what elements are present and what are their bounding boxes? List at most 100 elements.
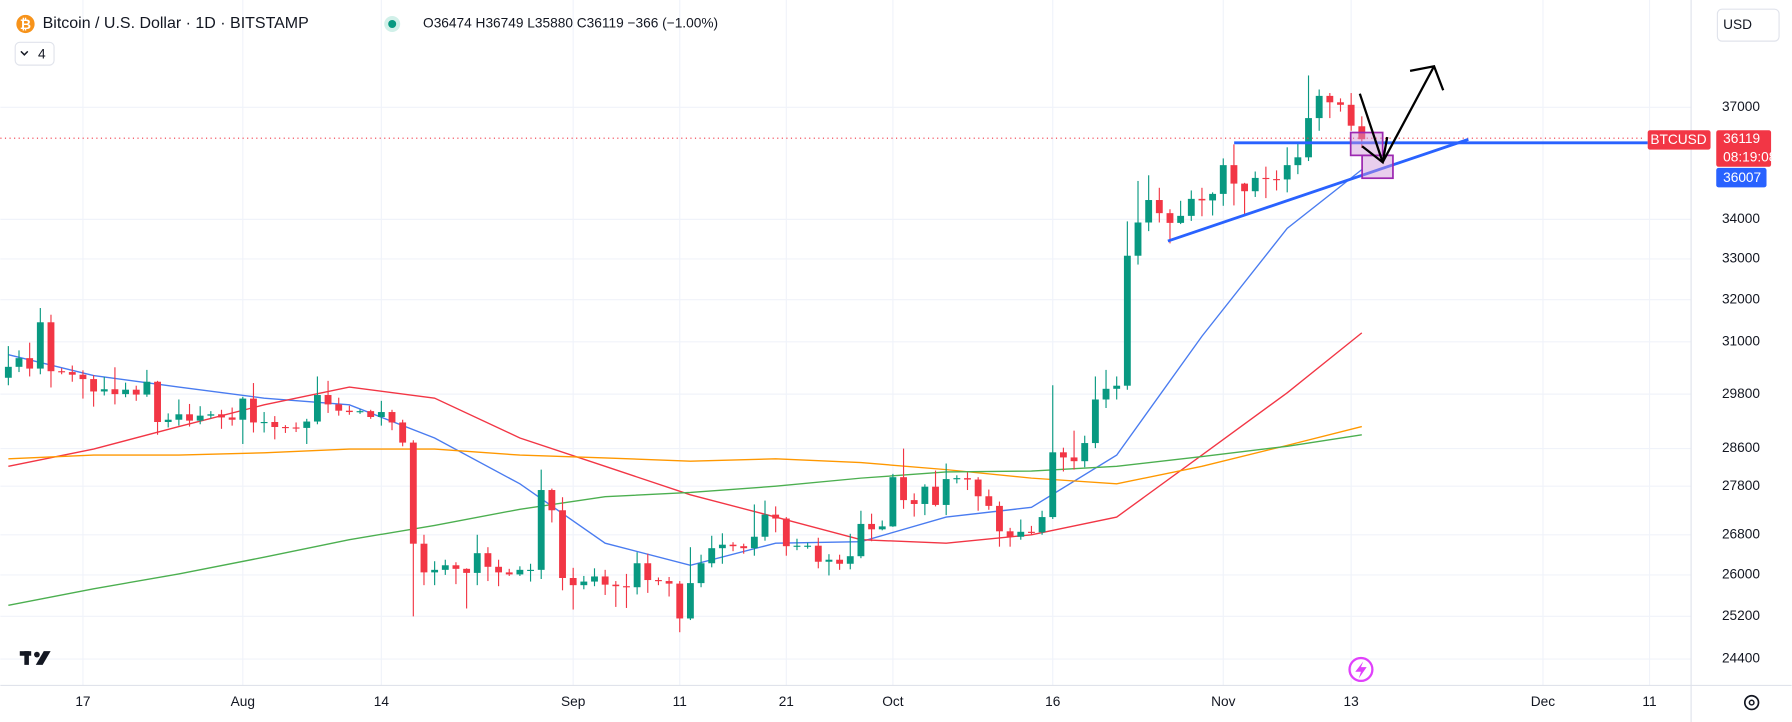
candle-body [985,496,993,506]
y-tick-label: 37000 [1722,99,1760,114]
candle-body [441,565,449,570]
candle-body [761,514,769,537]
candle-body [143,381,151,395]
candle-body [239,398,247,420]
candle-body [516,569,524,575]
candle-body [186,414,193,421]
candle-body [1209,193,1217,201]
candle-body [697,563,705,584]
candle-body [324,395,332,405]
candle-body [505,572,513,575]
candle-body [537,490,545,570]
indicators-toggle[interactable] [14,41,55,66]
candle-body [686,583,694,619]
ticks: 24400 25200 26000 26800 27800 28600 29800 31000… [75,99,1760,709]
candle-body [964,478,971,480]
candle-body [889,477,897,527]
candle-body [1081,443,1089,462]
candle-body [857,523,865,557]
candle-body [4,366,12,378]
candle-body [122,389,130,395]
candle-body [718,544,726,549]
candle-body [356,411,364,413]
candle-body [47,322,55,372]
moving-average [8,332,1363,544]
x-tick-label: 11 [1642,694,1656,709]
countdown: 08:19:08 [1723,149,1777,164]
candle-body [868,523,876,530]
candle-body [1283,165,1291,180]
currency-button[interactable] [1716,8,1780,42]
candle-body [1326,95,1334,103]
candle-body [580,581,588,586]
candle-body [1198,198,1206,201]
candle-body [111,389,119,395]
candle-body [921,486,929,504]
highlight-box [1361,154,1394,180]
candle-body [335,404,343,411]
x-tick-label: 13 [1344,694,1360,709]
candle-body [569,577,577,586]
candle-body [644,563,652,581]
candle-body [228,417,236,420]
y-tick-label: 34000 [1722,211,1760,226]
candle-body [1251,177,1259,192]
symbol-tag-label: BTCUSD [1650,132,1706,147]
candle-body [250,398,257,423]
last-price: 36119 [1723,131,1760,146]
candle-body [1155,200,1163,214]
candle-body [1049,452,1057,518]
y-tick-label: 27800 [1722,478,1760,493]
candle-body [1113,385,1121,389]
candle-body [79,374,87,380]
candle-body [345,410,353,413]
event-icon[interactable] [1348,656,1374,683]
candle-body [612,584,620,587]
candle-body [26,358,34,369]
candle-body [782,518,790,547]
candle-body [409,442,417,544]
candle-body [164,419,172,422]
candle-body [495,566,503,573]
candle-body [1273,179,1280,181]
tradingview-logo [19,651,51,665]
bitcoin-icon-glyph: ₿ [20,17,31,32]
indicators-count: 4 [38,46,46,61]
candle-body [1038,517,1046,533]
candle-body [804,545,812,547]
symbol-tag [1647,130,1711,150]
candle-body [750,536,758,549]
x-tick-label: 21 [779,694,794,709]
candle-body [431,569,439,573]
arrow-down [1358,93,1384,163]
candle-body [1070,457,1078,462]
grid [0,0,1692,686]
candle-body [676,583,684,619]
settings-icon[interactable] [1743,694,1760,711]
candle-body [1219,165,1227,194]
candle-body [601,576,609,585]
candle-body [100,389,108,392]
candle-body [932,486,939,505]
ohlc-legend: O36474 H36749 L35880 C36119 −366 (−1.00%… [423,16,718,31]
drawings [0,64,1648,243]
candle-body [1134,222,1142,256]
candle-body [420,543,428,573]
candle-body [1059,452,1067,458]
level-price: 36007 [1723,170,1761,185]
candle-body [559,510,566,578]
y-tick-label: 32000 [1722,291,1760,306]
arrow-up [1381,65,1436,163]
x-tick-label: 17 [75,694,90,709]
candle-body [1241,183,1249,192]
moving-average [8,434,1362,607]
candle-body [154,381,161,422]
candle-body [729,544,737,547]
candle-body [1187,198,1195,216]
currency-label: USD [1723,17,1752,32]
candle-body [1262,177,1270,180]
highlight-box [1349,131,1384,157]
candle-body [484,553,492,567]
x-tick-label: Aug [231,694,255,709]
